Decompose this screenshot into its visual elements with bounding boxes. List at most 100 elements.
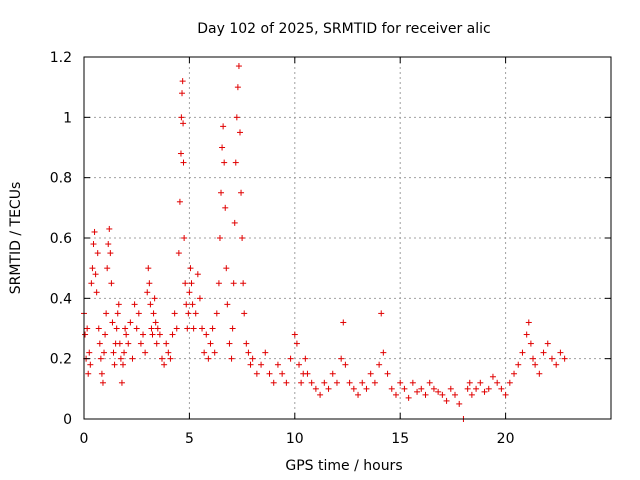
data-point [178, 114, 185, 121]
data-point [489, 373, 496, 380]
data-point [515, 361, 522, 368]
data-point [118, 379, 125, 386]
data-point [209, 325, 216, 332]
data-point [211, 349, 218, 356]
data-point [519, 349, 526, 356]
data-point [405, 394, 412, 401]
data-point [447, 385, 454, 392]
data-point [532, 361, 539, 368]
data-point [553, 361, 560, 368]
data-point [113, 325, 120, 332]
data-point [165, 349, 172, 356]
data-point [119, 361, 126, 368]
data-point [342, 361, 349, 368]
data-point [196, 295, 203, 302]
data-point [229, 325, 236, 332]
data-point [189, 301, 196, 308]
data-point [219, 144, 226, 151]
data-point [101, 349, 108, 356]
data-point [258, 361, 265, 368]
data-point [548, 355, 555, 362]
data-point [213, 310, 220, 317]
data-point [238, 189, 245, 196]
data-point [245, 349, 252, 356]
y-tick-label: 0.2 [50, 352, 72, 368]
data-point [151, 295, 158, 302]
data-point [523, 331, 530, 338]
data-point [502, 391, 509, 398]
data-point [221, 159, 228, 166]
data-point [308, 379, 315, 386]
x-axis-title: GPS time / hours [285, 458, 402, 474]
data-point [317, 391, 324, 398]
data-point [223, 265, 230, 272]
data-point [274, 361, 281, 368]
data-point [152, 319, 159, 326]
data-point [146, 280, 153, 287]
data-point [171, 310, 178, 317]
y-tick-label: 1 [63, 110, 72, 126]
data-point [279, 370, 286, 377]
data-point [452, 391, 459, 398]
data-point [466, 379, 473, 386]
data-point [338, 355, 345, 362]
chart-title: Day 102 of 2025, SRMTID for receiver ali… [197, 21, 490, 37]
data-point [95, 325, 102, 332]
data-point [296, 361, 303, 368]
data-point [239, 235, 246, 241]
data-point [409, 379, 416, 386]
data-point [158, 355, 165, 362]
data-point [287, 355, 294, 362]
data-point [131, 301, 138, 308]
data-point [169, 331, 176, 338]
data-point [110, 349, 117, 356]
data-point [137, 340, 144, 347]
data-point [180, 120, 187, 127]
data-point [82, 331, 89, 338]
data-point [144, 289, 151, 296]
data-point [430, 385, 437, 392]
data-point [188, 280, 195, 287]
data-point [350, 385, 357, 392]
data-point [125, 340, 132, 347]
data-point [185, 310, 192, 317]
data-point [226, 340, 233, 347]
data-point [156, 331, 163, 338]
data-point [241, 310, 248, 317]
data-point [109, 319, 116, 326]
data-point [468, 391, 475, 398]
data-point [392, 391, 399, 398]
data-point [121, 349, 128, 356]
data-point [92, 271, 99, 278]
data-point [194, 271, 201, 278]
data-point [89, 265, 96, 272]
data-point [312, 385, 319, 392]
data-point [384, 370, 391, 377]
data-point [106, 225, 113, 232]
data-point [207, 340, 214, 347]
data-point [186, 289, 193, 296]
data-point [293, 340, 300, 347]
data-point [346, 379, 353, 386]
data-point [262, 349, 269, 356]
data-point [190, 325, 197, 332]
data-point [142, 349, 149, 356]
y-tick-label: 1.2 [50, 50, 72, 66]
data-point [233, 114, 240, 121]
data-point [363, 385, 370, 392]
y-tick-label: 0.8 [50, 171, 72, 187]
data-point [473, 385, 480, 392]
data-point [205, 355, 212, 362]
data-point [140, 331, 147, 338]
data-point [175, 250, 182, 257]
data-point [86, 349, 93, 356]
data-point [485, 385, 492, 392]
data-point [481, 388, 488, 395]
data-point [187, 265, 194, 272]
data-point [150, 310, 157, 317]
data-point [443, 397, 450, 404]
data-point [163, 340, 170, 347]
data-point [380, 349, 387, 356]
data-point [494, 379, 501, 386]
